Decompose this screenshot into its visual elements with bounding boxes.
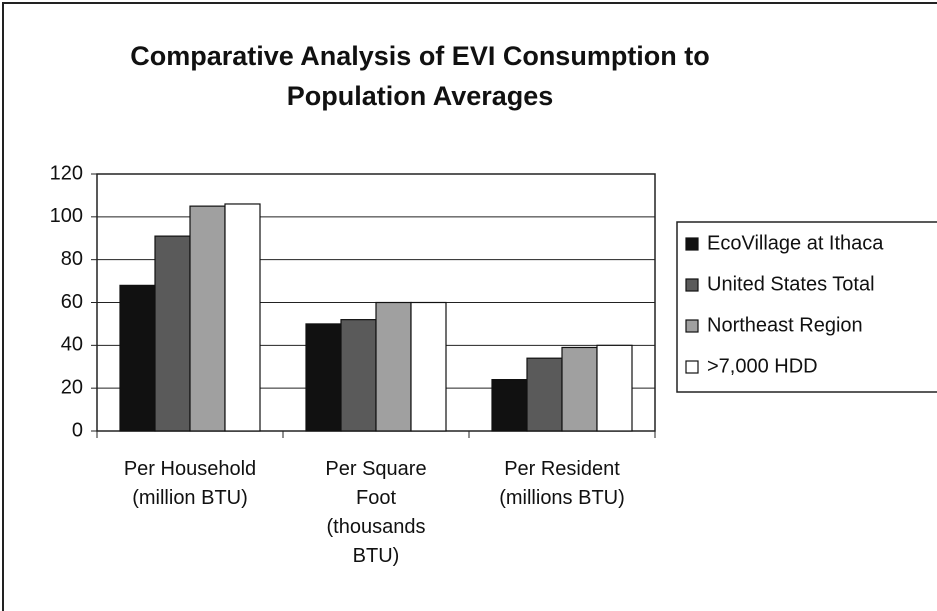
- legend-swatch: [685, 319, 699, 333]
- x-tick-label: Per Household (million BTU): [123, 458, 257, 509]
- legend-label: EcoVillage at Ithaca: [707, 232, 884, 254]
- bar: [375, 301, 412, 432]
- bar: [305, 323, 342, 432]
- legend-box: [676, 221, 937, 393]
- legend-swatch: [685, 278, 699, 292]
- chart-title: Comparative Analysis of EVI Consumption …: [130, 41, 710, 111]
- bar: [224, 203, 261, 432]
- x-tick-label: Per Resident (millions BTU): [499, 458, 625, 509]
- y-tick-label: 0: [72, 419, 83, 441]
- legend-swatch: [685, 237, 699, 251]
- y-tick-label: 60: [61, 291, 83, 313]
- y-tick-label: 100: [50, 205, 83, 227]
- x-tick-label: Per Square Foot (thousands BTU): [325, 458, 427, 567]
- legend-label: >7,000 HDD: [707, 355, 818, 377]
- bar: [596, 344, 633, 432]
- legend-swatch: [685, 360, 699, 374]
- y-tick-label: 40: [61, 334, 83, 356]
- bar: [526, 357, 563, 432]
- bar: [119, 284, 156, 432]
- y-tick-label: 120: [50, 162, 83, 184]
- bar: [561, 346, 598, 432]
- y-tick-label: 20: [61, 376, 83, 398]
- y-tick-label: 80: [61, 248, 83, 270]
- bar: [410, 301, 447, 432]
- bar: [491, 379, 528, 432]
- bar: [154, 235, 191, 432]
- bar: [340, 319, 377, 432]
- bar: [189, 205, 226, 432]
- legend-label: Northeast Region: [707, 314, 863, 336]
- legend-label: United States Total: [707, 273, 875, 295]
